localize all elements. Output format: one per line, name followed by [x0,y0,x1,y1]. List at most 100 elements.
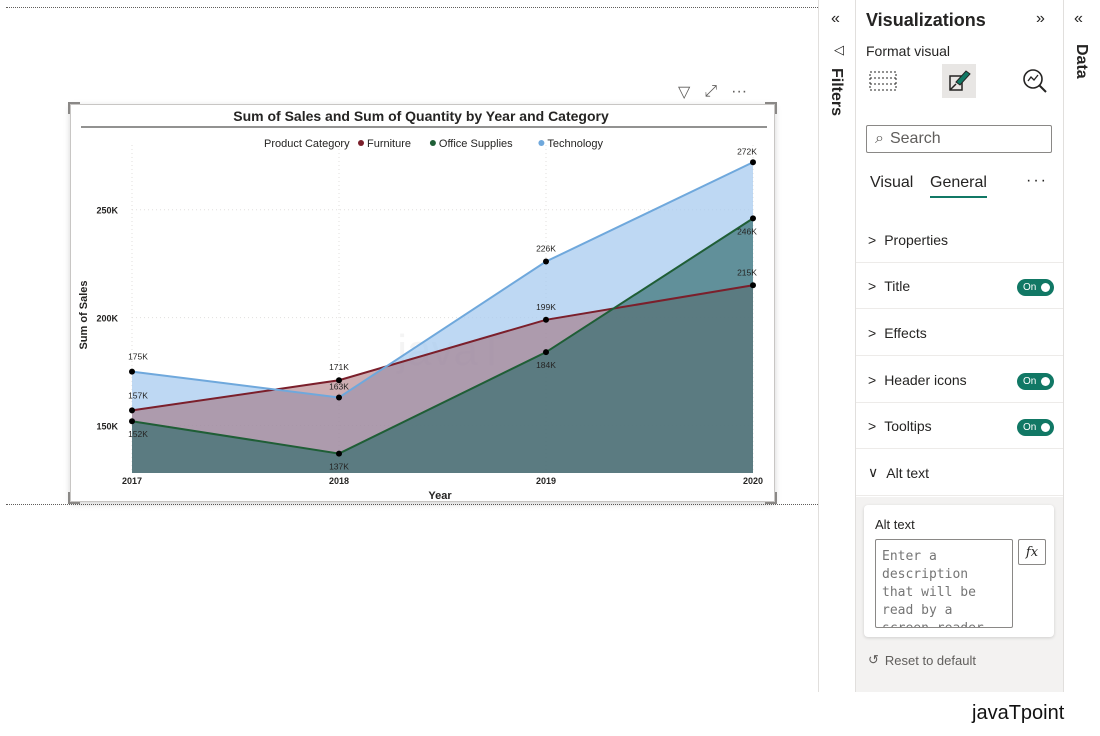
data-point [750,215,756,222]
resize-handle[interactable] [68,102,80,114]
format-tabs: Visual General ··· [870,172,1056,202]
data-point [750,159,756,166]
alt-text-input[interactable] [875,539,1013,628]
data-point [336,377,342,384]
visualizations-title: Visualizations [866,10,986,30]
data-label: 163K [329,381,349,391]
section-effects[interactable]: > Effects [856,310,1063,356]
x-tick-label: 2018 [329,476,349,486]
section-label: Header icons [884,371,967,388]
alt-text-card: Alt text fx [864,505,1054,637]
resize-handle[interactable] [68,492,80,504]
search-input[interactable]: ⌕ Search [866,125,1052,153]
chart-axes: 150K 200K 250K 2017 2018 2019 2020 [96,206,763,486]
legend-marker [429,140,436,146]
analytics-magnifier-icon [1023,69,1047,93]
section-label: Alt text [886,464,930,481]
report-canvas[interactable]: ▽ ⤢ ··· Sum of Sales and Sum of Quantity… [0,0,819,692]
visualizations-pane: Visualizations » Format visual ⌕ Search … [856,0,1064,692]
data-label: 199K [536,302,556,312]
analytics-button[interactable] [1018,64,1052,98]
filters-label[interactable]: Filters [828,68,845,117]
data-point [129,407,135,414]
y-tick-label: 200K [96,314,118,324]
section-alt-text[interactable]: ∨ Alt text [856,450,1063,496]
data-label: 215K [737,267,757,277]
legend-item: Technology [547,138,603,150]
conditional-format-fx-button[interactable]: fx [1018,539,1046,565]
series-line-technology [131,161,754,399]
resize-handle[interactable] [765,102,777,114]
data-point [129,368,135,375]
x-tick-label: 2020 [743,476,763,486]
chevron-right-icon: > [868,324,877,341]
legend-title: Product Category [264,138,350,150]
data-label: 157K [128,390,148,400]
section-label: Effects [884,324,927,341]
page-border-bottom [6,504,818,505]
data-label: 272K [737,146,757,156]
reset-to-default-button[interactable]: ↺ Reset to default [868,652,976,668]
data-label: 137K [329,462,349,472]
data-label[interactable]: Data [1073,44,1090,79]
x-axis-title: Year [428,490,452,501]
data-label: 175K [128,352,148,362]
tab-general[interactable]: General [930,174,987,198]
alt-text-panel: Alt text fx ↺ Reset to default [856,497,1063,692]
title-toggle[interactable]: On [1017,279,1054,296]
collapse-data-icon[interactable]: « [1074,10,1083,27]
section-properties[interactable]: > Properties [856,217,1063,263]
more-options-icon[interactable]: ··· [731,83,748,100]
y-axis-title: Sum of Sales [78,280,90,349]
section-label: Properties [884,231,948,248]
build-visual-button[interactable] [866,64,900,98]
area-chart-visual[interactable]: Sum of Sales and Sum of Quantity by Year… [70,104,775,502]
section-label: Tooltips [884,417,932,434]
series-line-furniture [131,284,754,412]
section-title[interactable]: > Title On [856,263,1063,309]
data-point [336,450,342,457]
section-header-icons[interactable]: > Header icons On [856,357,1063,403]
search-icon: ⌕ [875,130,884,147]
filters-pane: « ◁ Filters [819,0,856,692]
series-line-office-supplies [131,217,754,455]
data-label: 152K [128,429,148,439]
data-point [543,349,549,356]
more-options-icon[interactable]: ··· [1026,172,1048,189]
area-chart: Sum of Sales and Sum of Quantity by Year… [78,108,767,502]
page-border-top [6,7,818,8]
collapse-filters-icon[interactable]: « [831,10,840,27]
resize-handle[interactable] [765,492,777,504]
format-visual-button[interactable] [942,64,976,98]
chart-legend: Product Category Furniture Office Supplies… [264,138,604,150]
legend-item: Office Supplies [439,138,513,150]
header-icons-toggle[interactable]: On [1017,373,1054,390]
filter-pane-icon[interactable]: ◁ [834,42,844,57]
format-visual-label: Format visual [866,43,951,59]
section-tooltips[interactable]: > Tooltips On [856,403,1063,449]
table-grid-icon [869,71,897,91]
legend-item: Furniture [367,138,411,150]
reset-label: Reset to default [884,652,976,668]
legend-marker [358,140,364,146]
chart-marks: 157K 171K 199K 215K 152K 137K 184K 246K 175K 163K… [128,146,757,471]
y-tick-label: 150K [96,422,118,432]
x-tick-label: 2017 [122,476,142,486]
alt-text-label: Alt text [875,517,915,532]
data-point [129,418,135,425]
search-placeholder: Search [889,130,941,147]
chevron-right-icon: > [868,417,877,434]
data-label: 184K [536,360,556,370]
data-label: 226K [536,244,556,254]
data-label: 246K [737,226,757,236]
expand-pane-icon[interactable]: » [1036,10,1045,27]
focus-mode-icon[interactable]: ⤢ [704,83,718,100]
chevron-right-icon: > [868,277,877,294]
data-point [750,282,756,289]
tooltips-toggle[interactable]: On [1017,419,1054,436]
filter-icon[interactable]: ▽ [678,84,691,101]
data-point [336,394,342,401]
brand-logo: javaTpoint [972,702,1065,724]
tab-visual[interactable]: Visual [870,174,914,191]
chart-title: Sum of Sales and Sum of Quantity by Year… [233,108,609,124]
